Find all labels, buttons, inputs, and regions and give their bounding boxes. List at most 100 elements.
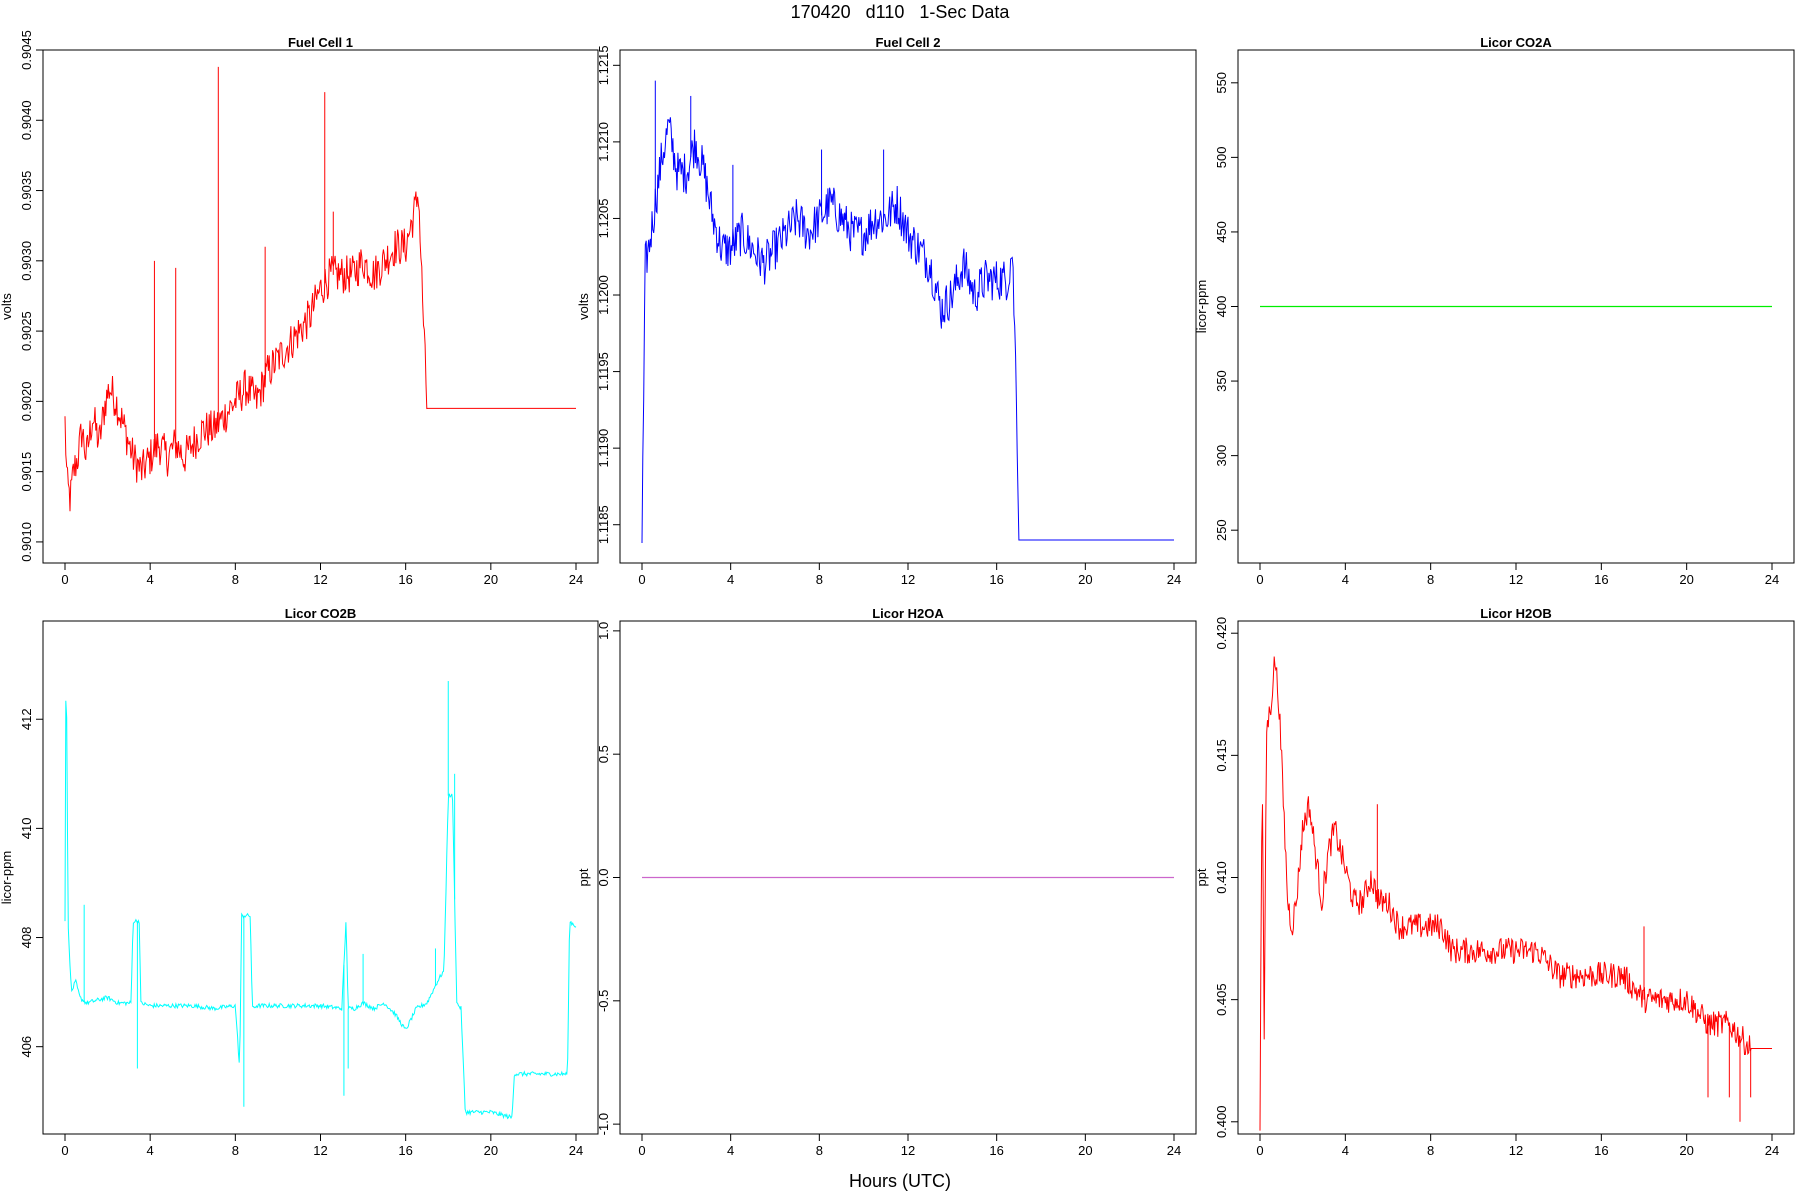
x-tick-label: 0	[1256, 572, 1263, 587]
x-tick-label: 20	[1078, 1143, 1092, 1158]
y-tick-label: 500	[1214, 147, 1229, 169]
series-line	[641, 117, 1174, 544]
panel-title: Licor H2OA	[872, 606, 944, 621]
y-tick-label: 406	[19, 1036, 34, 1058]
chart-panel-5: Licor H2OA ppt 0 4 8 12 16 20 24 -1.0 -0.5 0.0 0.5 1.…	[576, 606, 1197, 1158]
x-tick-label: 8	[1427, 572, 1434, 587]
y-tick-label: 0.405	[1214, 983, 1229, 1016]
chart-panel-2: Fuel Cell 2 volts 0 4 8 12 16 20 24 1.1185 1.1190 1…	[576, 35, 1197, 587]
x-tick-label: 8	[816, 1143, 823, 1158]
y-tick-label: 550	[1214, 72, 1229, 94]
y-tick-label: 450	[1214, 221, 1229, 243]
y-tick-label: 1.1215	[596, 45, 611, 85]
y-tick-label: 0.9010	[19, 522, 34, 562]
y-axis-label: licor-ppm	[1194, 280, 1209, 333]
y-tick-label: 0.410	[1214, 861, 1229, 894]
y-tick-label: 0.9035	[19, 171, 34, 211]
x-tick-label: 24	[569, 572, 583, 587]
x-tick-label: 12	[1509, 572, 1523, 587]
x-tick-label: 8	[816, 572, 823, 587]
x-tick-label: 20	[1078, 572, 1092, 587]
x-tick-label: 24	[569, 1143, 583, 1158]
x-tick-label: 4	[147, 1143, 154, 1158]
y-tick-label: 408	[19, 927, 34, 949]
y-tick-label: 0.9030	[19, 241, 34, 281]
panel-title: Fuel Cell 1	[288, 35, 353, 50]
y-tick-label: 1.1210	[596, 122, 611, 162]
y-axis-label: volts	[576, 293, 591, 320]
x-tick-label: 12	[901, 572, 915, 587]
x-axis-label: Hours (UTC)	[849, 1171, 951, 1191]
x-tick-label: 4	[1342, 1143, 1349, 1158]
plot-frame	[42, 49, 599, 564]
x-tick-label: 16	[1594, 572, 1608, 587]
y-tick-label: -0.5	[596, 990, 611, 1012]
plot-frame	[1237, 620, 1795, 1135]
page-title: 170420 d110 1-Sec Data	[790, 2, 1010, 22]
plot-frame	[42, 620, 599, 1135]
x-tick-label: 0	[1256, 1143, 1263, 1158]
x-tick-label: 0	[638, 1143, 645, 1158]
x-tick-label: 20	[1679, 572, 1693, 587]
x-tick-label: 16	[989, 572, 1003, 587]
panel-title: Licor CO2B	[285, 606, 357, 621]
chart-panel-1: Fuel Cell 1 volts 0 4 8 12 16 20 24 0.9010 0.9015 0…	[0, 30, 599, 587]
y-tick-label: 0.420	[1214, 617, 1229, 650]
x-tick-label: 4	[727, 1143, 734, 1158]
x-tick-label: 20	[484, 1143, 498, 1158]
x-tick-label: 16	[398, 572, 412, 587]
series-line	[64, 700, 577, 1120]
x-tick-label: 12	[313, 572, 327, 587]
y-tick-label: -1.0	[596, 1113, 611, 1135]
series-line	[1259, 656, 1772, 1131]
x-tick-label: 0	[61, 572, 68, 587]
x-tick-label: 12	[1509, 1143, 1523, 1158]
x-tick-label: 8	[232, 1143, 239, 1158]
x-tick-label: 16	[989, 1143, 1003, 1158]
y-tick-label: 0.400	[1214, 1106, 1229, 1139]
y-tick-label: 0.9025	[19, 311, 34, 351]
y-tick-label: 1.1190	[596, 429, 611, 468]
y-tick-label: 0.415	[1214, 739, 1229, 772]
panel-title: Licor H2OB	[1480, 606, 1552, 621]
y-tick-label: 0.5	[596, 745, 611, 763]
plot-frame	[619, 49, 1197, 564]
x-tick-label: 4	[1342, 572, 1349, 587]
y-tick-label: 0.9040	[19, 100, 34, 140]
y-tick-label: 1.1195	[596, 352, 611, 391]
x-tick-label: 4	[147, 572, 154, 587]
y-tick-label: 0.9020	[19, 381, 34, 421]
chart-panel-6: Licor H2OB ppt 0 4 8 12 16 20 24 0.400 0.405 0.410 0…	[1194, 606, 1795, 1158]
y-tick-label: 250	[1214, 519, 1229, 541]
x-tick-label: 12	[313, 1143, 327, 1158]
panel-title: Fuel Cell 2	[875, 35, 940, 50]
x-tick-label: 24	[1167, 572, 1181, 587]
series-line	[64, 191, 576, 512]
x-tick-label: 0	[638, 572, 645, 587]
y-axis-label: ppt	[576, 868, 591, 886]
x-tick-label: 8	[232, 572, 239, 587]
y-tick-label: 300	[1214, 445, 1229, 467]
y-axis-label: volts	[0, 293, 14, 320]
chart-panel-4: Licor CO2B licor-ppm 0 4 8 12 16 20 24 406 408 410 4…	[0, 606, 599, 1158]
x-tick-label: 0	[61, 1143, 68, 1158]
y-tick-label: 0.9015	[19, 452, 34, 492]
y-tick-label: 1.1185	[596, 505, 611, 544]
y-tick-label: 400	[1214, 296, 1229, 318]
y-axis-label: licor-ppm	[0, 851, 14, 904]
y-tick-label: 0.9045	[19, 30, 34, 70]
x-tick-label: 16	[398, 1143, 412, 1158]
x-tick-label: 24	[1765, 572, 1779, 587]
panel-title: Licor CO2A	[1480, 35, 1552, 50]
y-tick-label: 1.1200	[596, 275, 611, 315]
x-tick-label: 8	[1427, 1143, 1434, 1158]
x-tick-label: 20	[1679, 1143, 1693, 1158]
x-tick-label: 20	[484, 572, 498, 587]
y-tick-label: 0.0	[596, 868, 611, 886]
y-tick-label: 350	[1214, 370, 1229, 392]
x-tick-label: 12	[901, 1143, 915, 1158]
y-axis-label: ppt	[1194, 868, 1209, 886]
x-tick-label: 4	[727, 572, 734, 587]
x-tick-label: 24	[1167, 1143, 1181, 1158]
y-tick-label: 1.0	[596, 622, 611, 640]
